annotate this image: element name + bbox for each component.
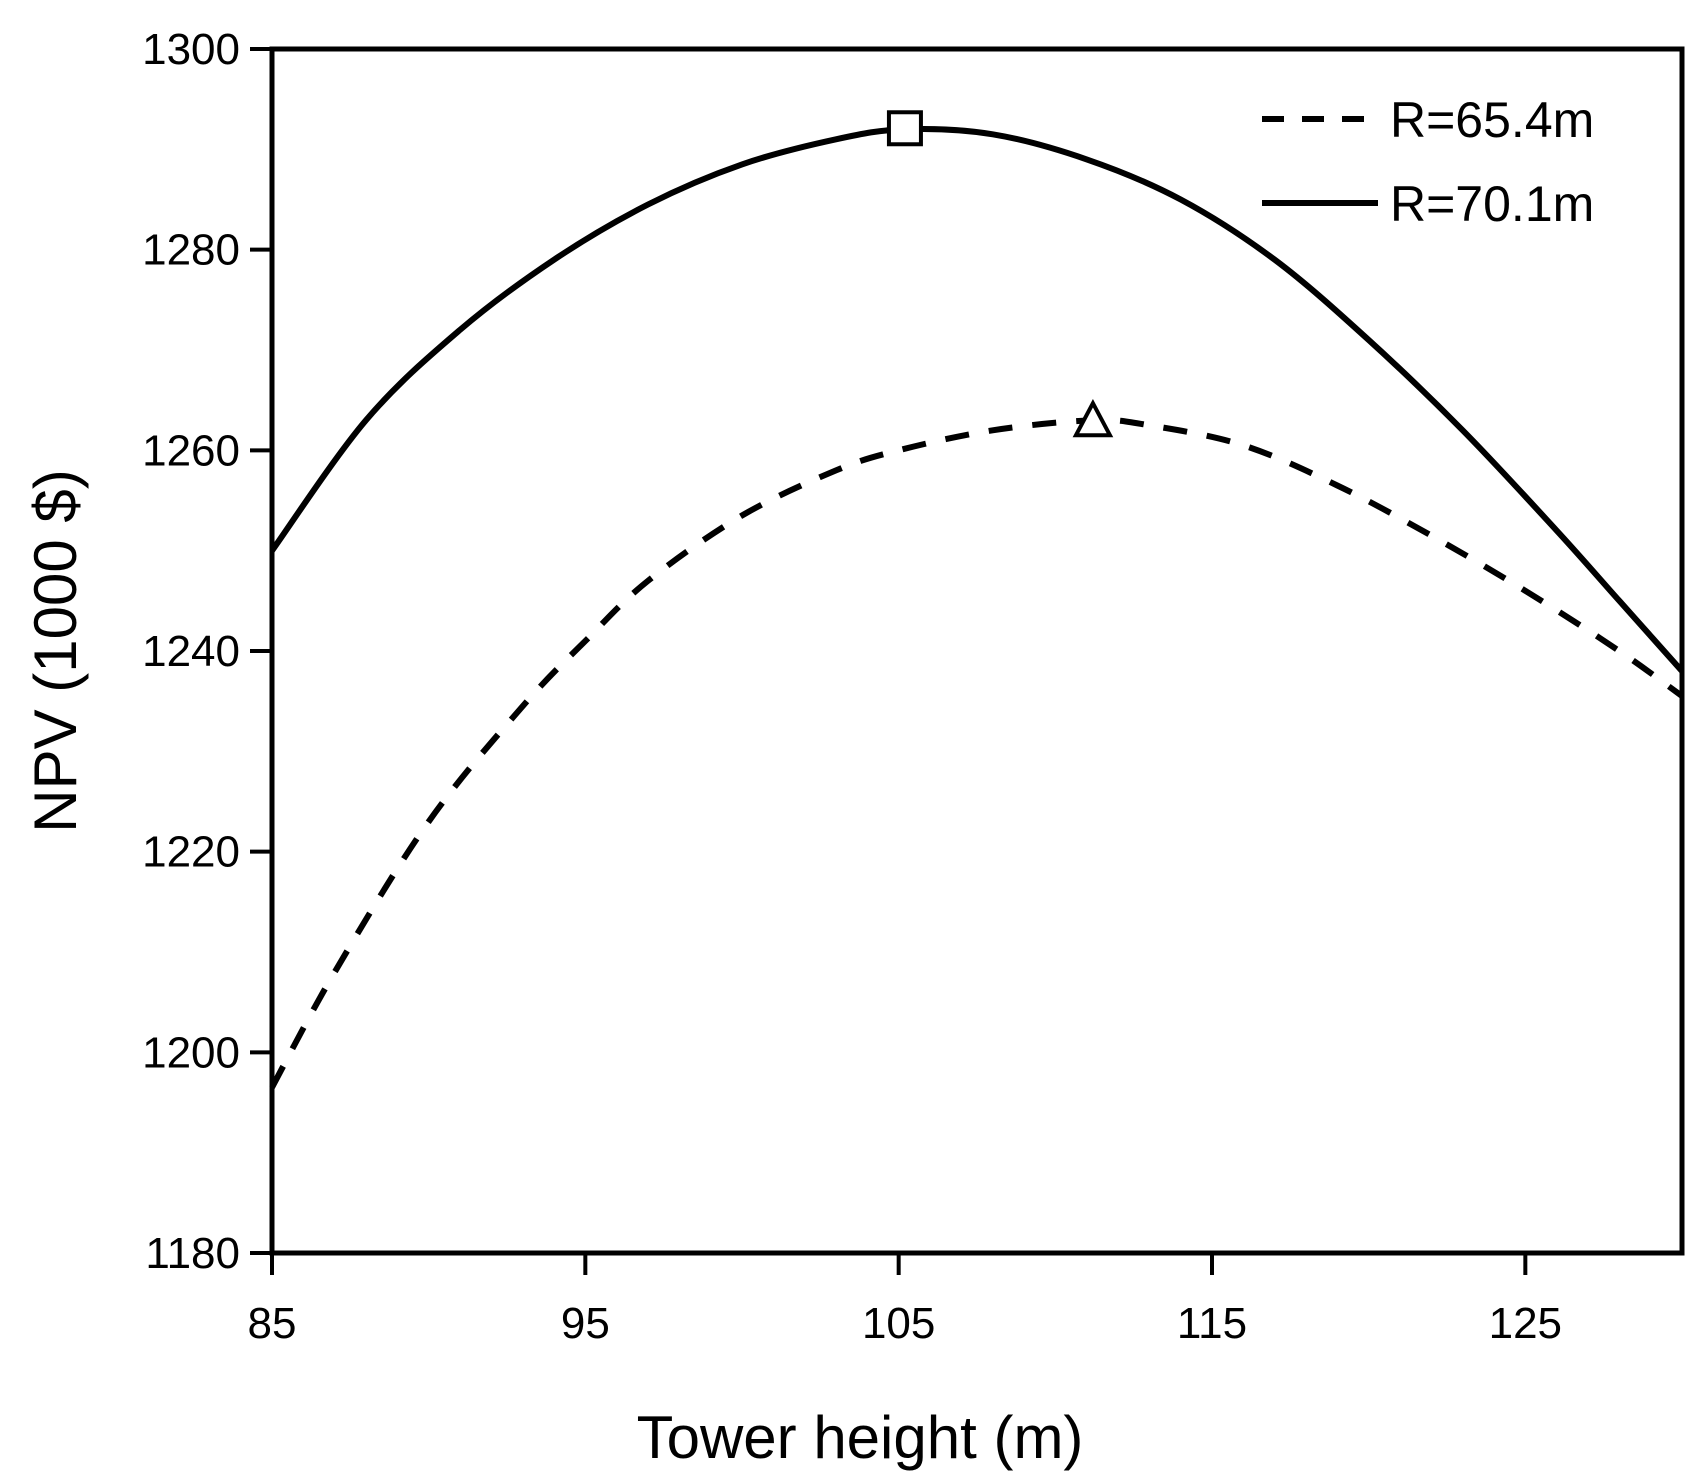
y-axis: 1180 1200 1220 1240 1260 1280 1300 <box>142 25 272 1278</box>
y-axis-title: NPV (1000 $) <box>22 469 89 833</box>
series-line-r70 <box>269 125 1685 674</box>
x-tick-label: 115 <box>1177 1299 1247 1348</box>
x-tick-label: 105 <box>862 1299 935 1348</box>
legend-label-r70: R=70.1m <box>1390 176 1594 232</box>
x-tick-label: 125 <box>1489 1299 1562 1348</box>
x-axis-title: Tower height (m) <box>637 1404 1084 1471</box>
legend: R=65.4m R=70.1m <box>1262 92 1594 232</box>
y-tick-label: 1280 <box>142 226 240 275</box>
optimum-marker-square <box>886 110 923 147</box>
y-tick-label: 1200 <box>142 1028 240 1077</box>
x-tick-label: 95 <box>561 1299 610 1348</box>
y-tick-label: 1180 <box>145 1229 240 1278</box>
legend-label-r65: R=65.4m <box>1390 92 1594 148</box>
series-line-r65 <box>269 417 1684 1089</box>
optimum-marker-triangle <box>1072 398 1114 438</box>
y-tick-label: 1300 <box>142 25 240 74</box>
series-layer <box>269 125 1685 1089</box>
y-tick-label: 1260 <box>142 426 240 475</box>
y-tick-label: 1240 <box>142 627 240 676</box>
x-axis: 85 95 105 115 125 <box>248 1253 1562 1348</box>
x-tick-label: 85 <box>248 1299 297 1348</box>
marker-layer <box>886 110 1114 438</box>
y-tick-label: 1220 <box>142 828 240 877</box>
